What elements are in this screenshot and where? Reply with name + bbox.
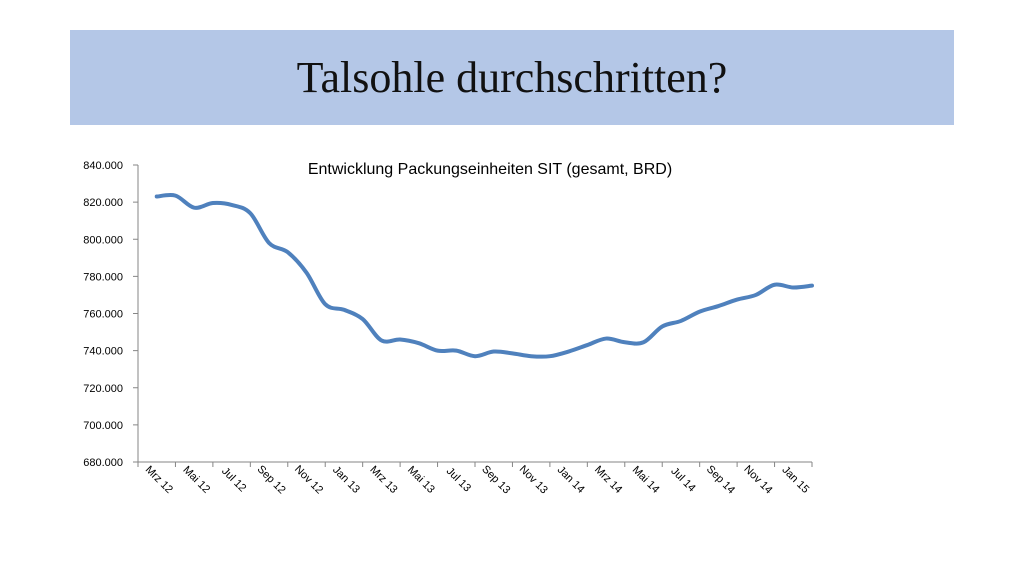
- series-line: [154, 192, 814, 359]
- y-tick-label: 680.000: [83, 457, 123, 469]
- x-tick-label: Nov 14: [741, 463, 774, 496]
- slide-title: Talsohle durchschritten?: [296, 53, 728, 102]
- x-tick-label: Jan 13: [330, 464, 362, 496]
- x-tick-label: Mrz 13: [367, 464, 399, 496]
- x-tick-label: Nov 12: [292, 463, 325, 496]
- x-tick-label: Sep 14: [704, 463, 737, 496]
- y-tick-label: 700.000: [83, 420, 123, 432]
- x-tick-label: Mai 13: [405, 464, 437, 496]
- x-tick-label: Mai 12: [180, 464, 212, 496]
- x-tick-label: Jul 12: [219, 465, 248, 494]
- y-tick-label: 840.000: [83, 160, 123, 172]
- y-tick-label: 800.000: [83, 234, 123, 246]
- y-tick-label: 720.000: [83, 383, 123, 395]
- x-tick-label: Nov 13: [517, 463, 550, 496]
- x-tick-label: Mrz 14: [592, 464, 624, 496]
- y-tick-label: 780.000: [83, 271, 123, 283]
- x-tick-label: Jul 13: [444, 465, 473, 494]
- x-tick-label: Sep 13: [479, 463, 512, 496]
- title-band: Talsohle durchschritten?: [70, 30, 954, 125]
- x-tick-label: Sep 12: [255, 463, 288, 496]
- y-tick-label: 760.000: [83, 309, 123, 321]
- chart-title: Entwicklung Packungseinheiten SIT (gesam…: [308, 161, 672, 178]
- x-tick-label: Jan 15: [779, 464, 811, 496]
- x-tick-label: Jan 14: [555, 464, 587, 496]
- x-tick-label: Jul 14: [668, 465, 697, 494]
- y-tick-label: 740.000: [83, 346, 123, 358]
- y-tick-label: 820.000: [83, 197, 123, 209]
- x-tick-label: Mrz 12: [143, 464, 175, 496]
- x-tick-label: Mai 14: [630, 464, 662, 496]
